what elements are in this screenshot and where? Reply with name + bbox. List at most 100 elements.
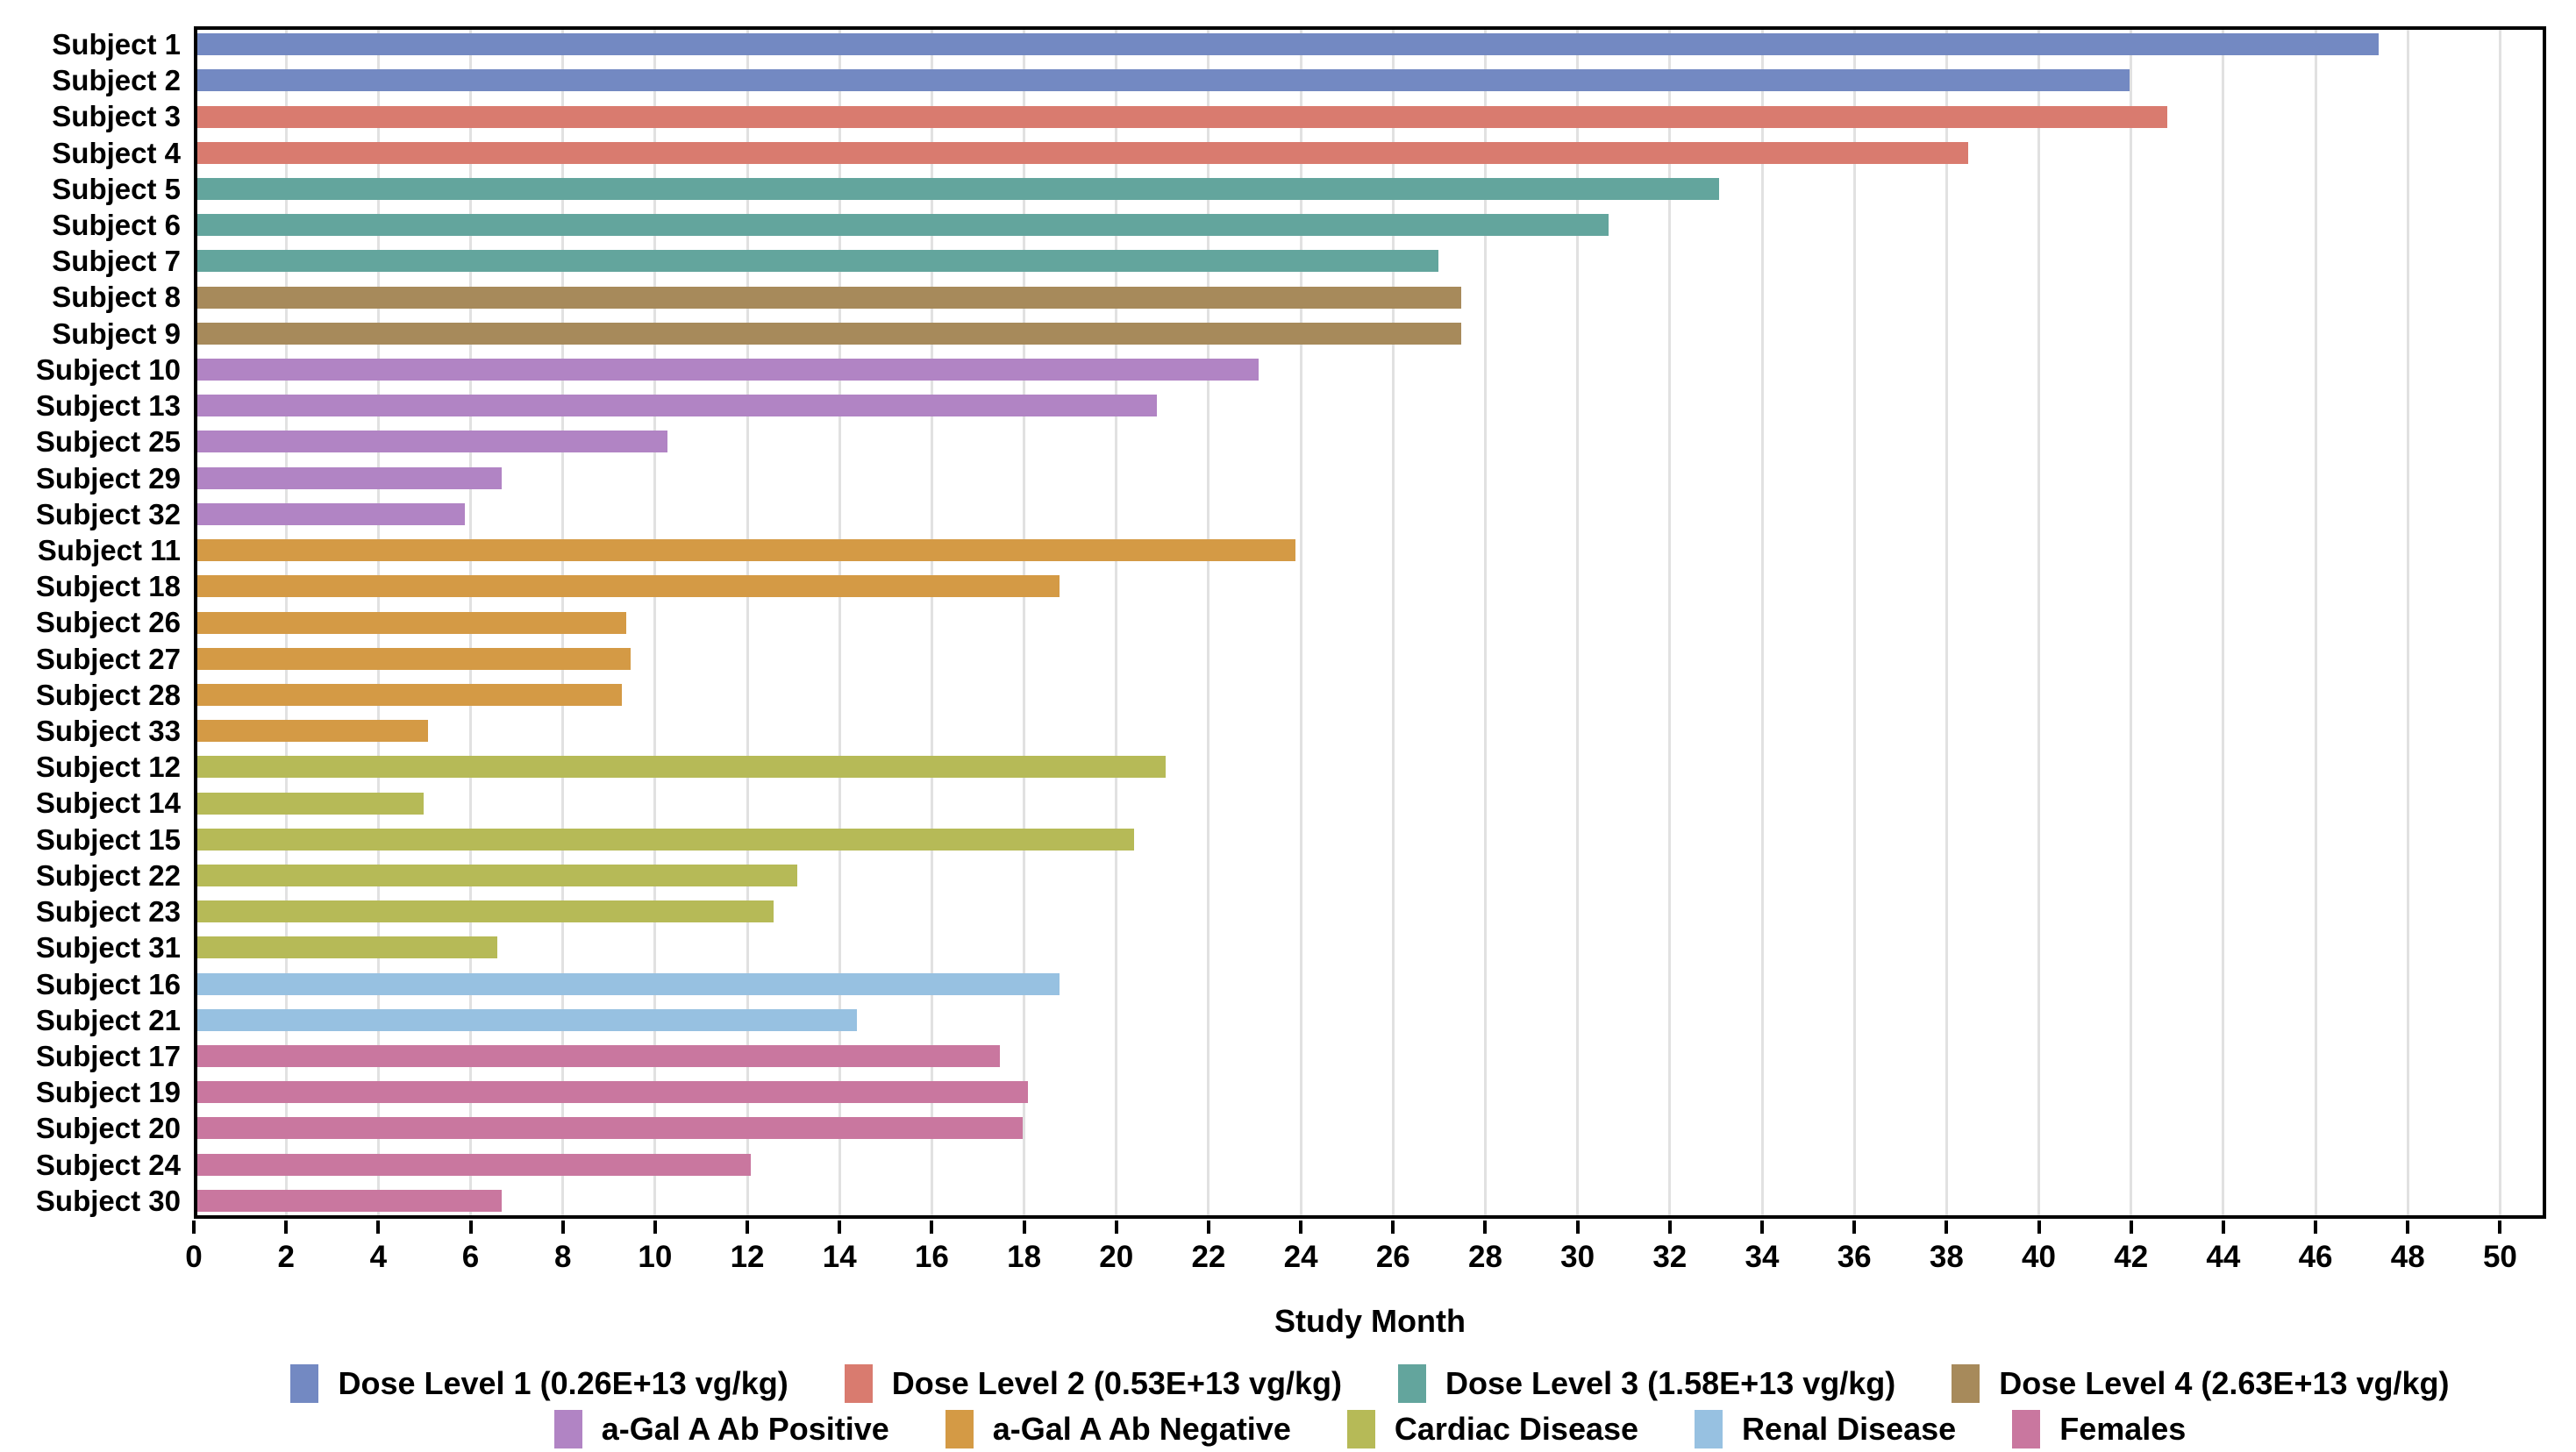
- x-tick-mark-24: [1299, 1221, 1303, 1234]
- x-tick-mark-26: [1391, 1221, 1395, 1234]
- legend-swatch-cardiac: [1346, 1410, 1375, 1448]
- x-tick-mark-18: [1022, 1221, 1026, 1234]
- legend-swatch-dose1: [290, 1364, 319, 1403]
- legend-swatch-females: [2012, 1410, 2041, 1448]
- x-tick-label-2: 2: [277, 1240, 295, 1274]
- y-label-subject-17: Subject 17: [35, 1039, 181, 1072]
- gridline-x-10: [653, 30, 657, 1215]
- x-tick-mark-38: [1944, 1221, 1949, 1234]
- legend-item-dose4: Dose Level 4 (2.63E+13 vg/kg): [1952, 1364, 2450, 1403]
- legend-item-dose1: Dose Level 1 (0.26E+13 vg/kg): [290, 1364, 788, 1403]
- bar-subject-12: [197, 756, 1167, 779]
- x-tick-mark-4: [376, 1221, 381, 1234]
- bar-subject-29: [197, 466, 503, 489]
- y-label-subject-22: Subject 22: [35, 858, 181, 892]
- bar-subject-1: [197, 33, 2380, 56]
- legend-label-dose2: Dose Level 2 (0.53E+13 vg/kg): [891, 1365, 1342, 1401]
- legend-label-cardiac: Cardiac Disease: [1394, 1411, 1639, 1447]
- bar-subject-32: [197, 502, 465, 525]
- legend-item-abneg: a-Gal A Ab Negative: [945, 1410, 1291, 1448]
- y-label-subject-14: Subject 14: [35, 786, 181, 820]
- y-label-subject-27: Subject 27: [35, 642, 181, 675]
- gridline-x-24: [1299, 30, 1302, 1215]
- x-tick-mark-50: [2498, 1221, 2502, 1234]
- x-tick-mark-34: [1760, 1221, 1764, 1234]
- x-tick-mark-16: [930, 1221, 934, 1234]
- bar-subject-22: [197, 864, 797, 886]
- x-tick-mark-10: [653, 1221, 657, 1234]
- x-tick-label-8: 8: [553, 1240, 572, 1274]
- x-tick-label-40: 40: [2022, 1240, 2056, 1274]
- y-label-subject-13: Subject 13: [35, 389, 181, 423]
- gridline-x-28: [1483, 30, 1487, 1215]
- gridline-x-32: [1668, 30, 1672, 1215]
- x-tick-label-6: 6: [461, 1240, 480, 1274]
- bar-subject-30: [197, 1189, 503, 1212]
- x-tick-mark-46: [2314, 1221, 2318, 1234]
- y-label-subject-30: Subject 30: [35, 1184, 181, 1217]
- x-tick-mark-36: [1852, 1221, 1857, 1234]
- x-tick-mark-44: [2221, 1221, 2225, 1234]
- legend-swatch-abpos: [553, 1410, 582, 1448]
- y-label-subject-12: Subject 12: [35, 751, 181, 784]
- bar-subject-26: [197, 611, 627, 634]
- legend-item-renal: Renal Disease: [1695, 1410, 1956, 1448]
- x-tick-label-20: 20: [1099, 1240, 1134, 1274]
- bar-subject-28: [197, 683, 622, 706]
- x-tick-mark-6: [468, 1221, 473, 1234]
- y-label-subject-20: Subject 20: [35, 1112, 181, 1145]
- bar-subject-18: [197, 575, 1060, 598]
- y-label-subject-3: Subject 3: [52, 100, 181, 133]
- x-tick-mark-20: [1114, 1221, 1118, 1234]
- x-tick-label-34: 34: [1745, 1240, 1780, 1274]
- bar-subject-21: [197, 1008, 857, 1031]
- bar-subject-14: [197, 792, 424, 815]
- legend-swatch-renal: [1695, 1410, 1723, 1448]
- legend-row-2: a-Gal A Ab Positive a-Gal A Ab Negative Ca…: [194, 1410, 2546, 1448]
- legend-swatch-dose4: [1952, 1364, 1980, 1403]
- gridline-x-42: [2130, 30, 2133, 1215]
- x-tick-mark-42: [2129, 1221, 2133, 1234]
- y-label-subject-23: Subject 23: [35, 895, 181, 929]
- y-label-subject-31: Subject 31: [35, 931, 181, 964]
- legend-swatch-dose3: [1398, 1364, 1426, 1403]
- x-tick-mark-14: [838, 1221, 842, 1234]
- y-label-subject-28: Subject 28: [35, 678, 181, 711]
- x-tick-label-46: 46: [2298, 1240, 2333, 1274]
- bar-subject-17: [197, 1045, 1001, 1068]
- bar-subject-23: [197, 900, 774, 923]
- bar-subject-19: [197, 1081, 1028, 1104]
- gridline-x-40: [2037, 30, 2041, 1215]
- x-tick-label-24: 24: [1283, 1240, 1318, 1274]
- legend-label-abneg: a-Gal A Ab Negative: [992, 1411, 1291, 1447]
- x-tick-mark-30: [1575, 1221, 1580, 1234]
- y-label-subject-16: Subject 16: [35, 967, 181, 1000]
- legend-row-1: Dose Level 1 (0.26E+13 vg/kg) Dose Level …: [194, 1364, 2546, 1403]
- bar-subject-13: [197, 395, 1157, 417]
- bar-subject-20: [197, 1117, 1024, 1140]
- y-label-subject-4: Subject 4: [52, 136, 181, 169]
- y-label-subject-11: Subject 11: [37, 533, 181, 566]
- gridline-x-14: [838, 30, 841, 1215]
- x-tick-mark-8: [560, 1221, 565, 1234]
- bar-subject-5: [197, 177, 1720, 200]
- x-tick-mark-48: [2406, 1221, 2410, 1234]
- gridline-x-44: [2222, 30, 2225, 1215]
- legend-label-dose1: Dose Level 1 (0.26E+13 vg/kg): [338, 1365, 788, 1401]
- bar-subject-10: [197, 359, 1259, 381]
- y-label-subject-6: Subject 6: [52, 209, 181, 242]
- y-label-subject-1: Subject 1: [52, 28, 181, 60]
- gridline-x-38: [1944, 30, 1948, 1215]
- y-label-subject-21: Subject 21: [35, 1003, 181, 1036]
- x-tick-label-18: 18: [1007, 1240, 1042, 1274]
- x-tick-label-38: 38: [1929, 1240, 1964, 1274]
- x-tick-label-4: 4: [369, 1240, 388, 1274]
- x-tick-label-42: 42: [2114, 1240, 2149, 1274]
- bar-subject-15: [197, 828, 1134, 851]
- legend-label-females: Females: [2059, 1411, 2187, 1447]
- x-tick-label-0: 0: [185, 1240, 203, 1274]
- x-tick-label-44: 44: [2206, 1240, 2241, 1274]
- bar-subject-27: [197, 647, 632, 670]
- gridline-x-50: [2498, 30, 2501, 1215]
